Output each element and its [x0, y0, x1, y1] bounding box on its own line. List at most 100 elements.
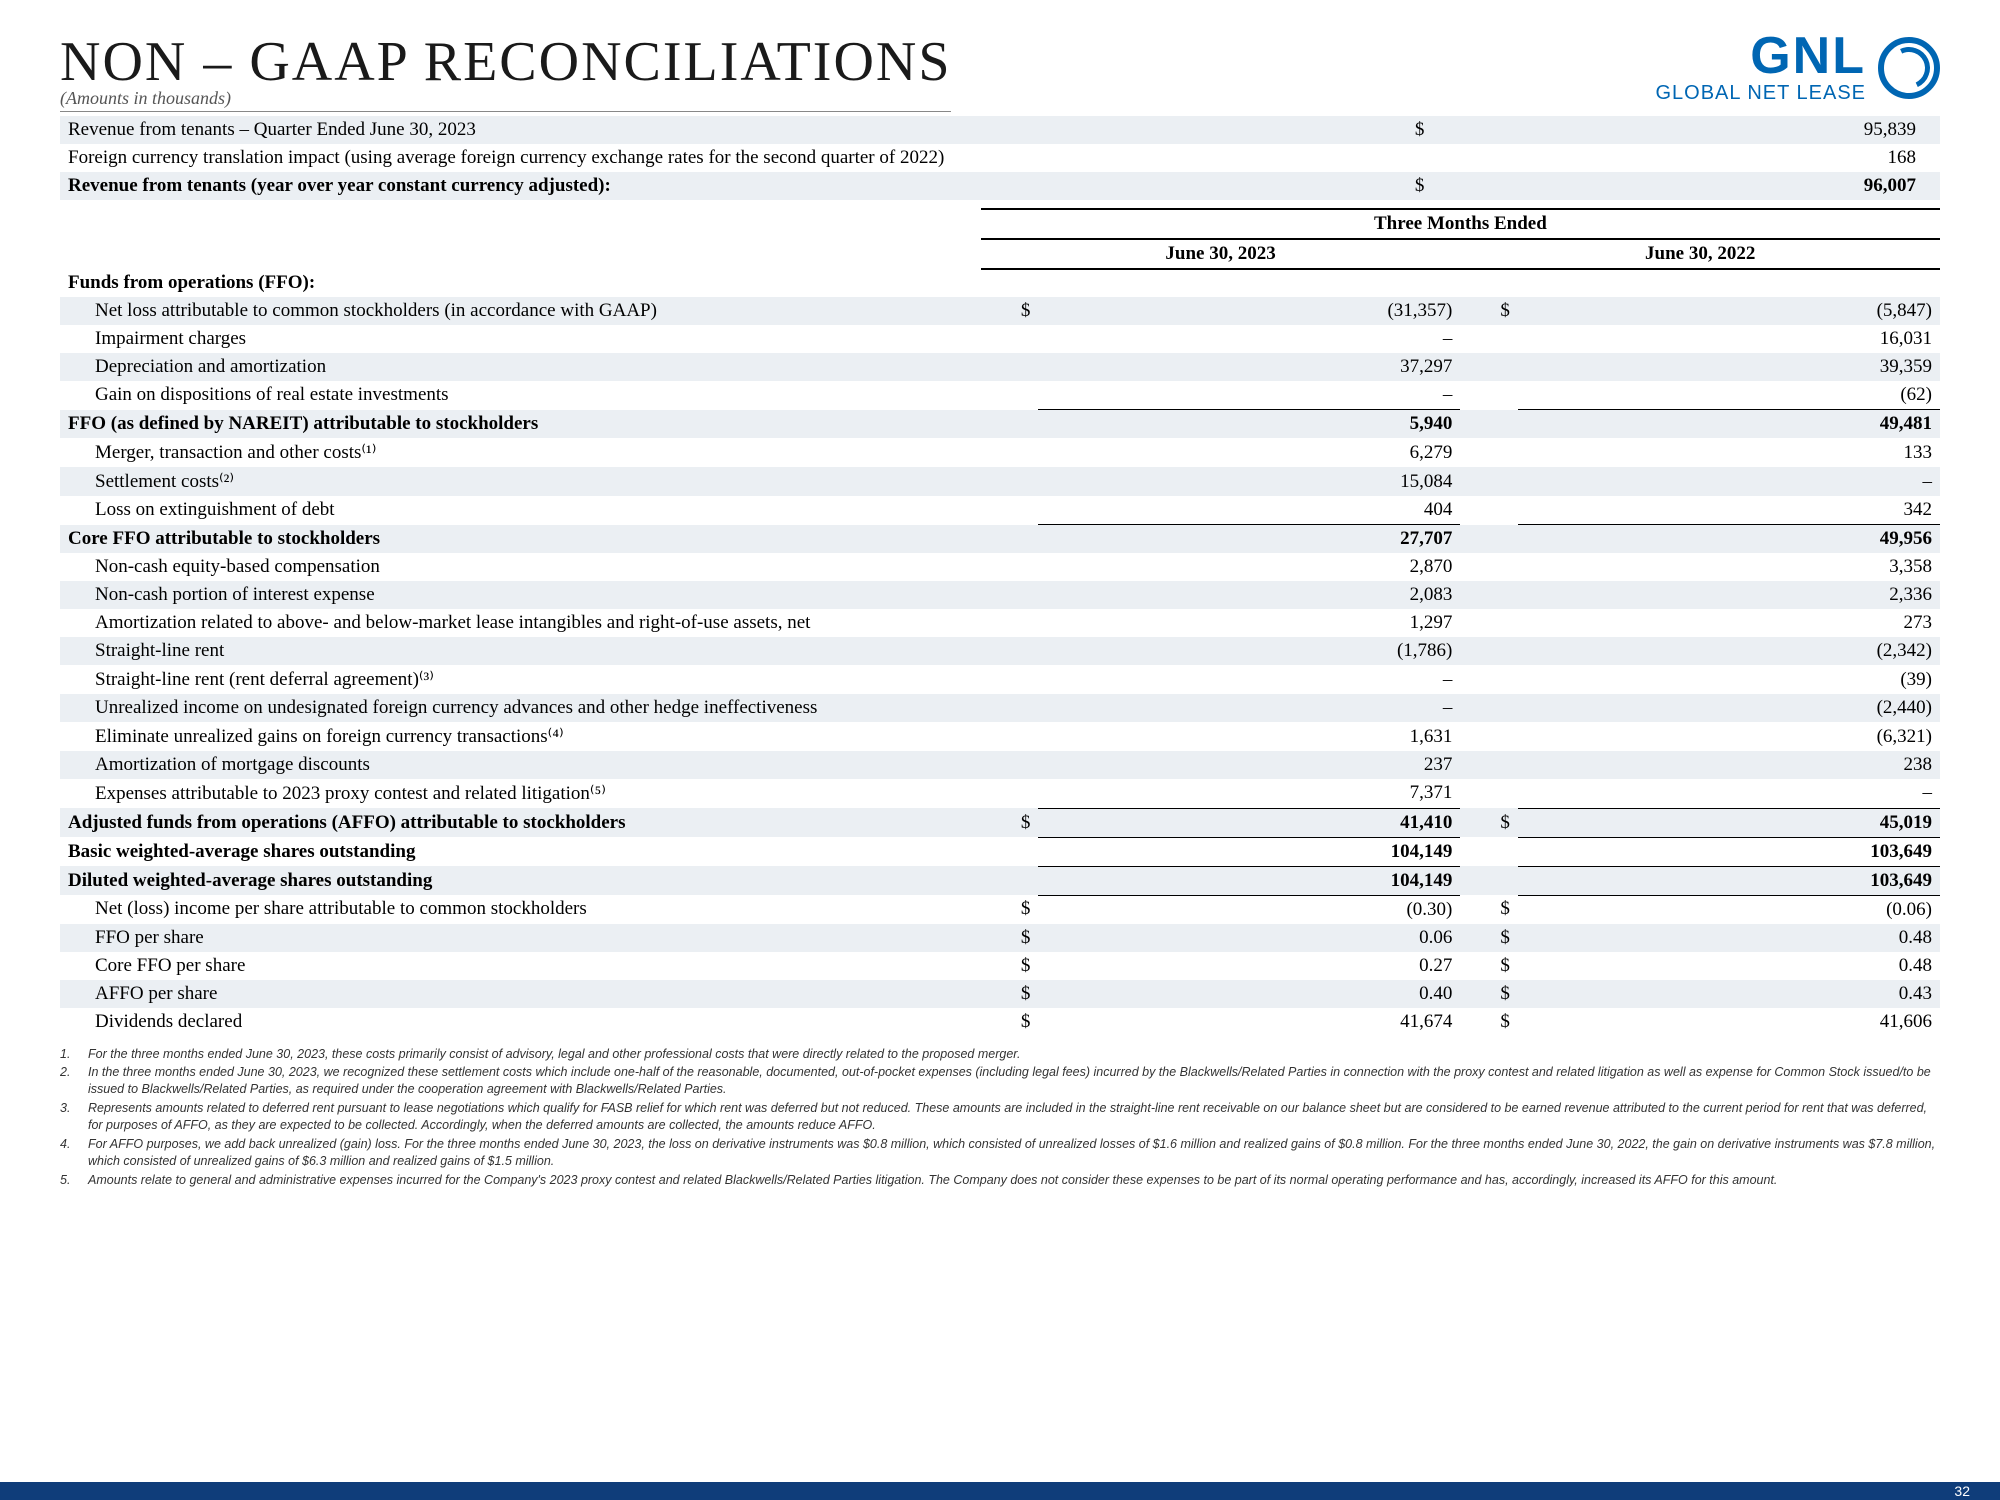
row-label: Impairment charges — [60, 325, 981, 353]
row-label: Core FFO attributable to stockholders — [60, 525, 981, 554]
row-label: FFO (as defined by NAREIT) attributable … — [60, 410, 981, 439]
row-value-2: 342 — [1518, 496, 1940, 525]
row-label: Diluted weighted-average shares outstand… — [60, 866, 981, 895]
col2-date: June 30, 2022 — [1460, 239, 1940, 269]
currency-symbol: $ — [1460, 924, 1518, 952]
currency-symbol — [1460, 381, 1518, 410]
table-row: Amortization of mortgage discounts237238 — [60, 751, 1940, 779]
row-value-2: 103,649 — [1518, 837, 1940, 866]
logo-sub-text: GLOBAL NET LEASE — [1655, 82, 1866, 105]
currency-symbol — [981, 837, 1039, 866]
row-value-2: (5,847) — [1518, 297, 1940, 325]
main-ffo-table: Three Months EndedJune 30, 2023June 30, … — [60, 208, 1940, 1036]
table-row: Non-cash equity-based compensation 2,870 3… — [60, 553, 1940, 581]
row-label: Core FFO per share — [60, 952, 981, 980]
footnote-number: 2. — [60, 1064, 78, 1098]
footnote-number: 5. — [60, 1172, 78, 1189]
row-value-1 — [1038, 269, 1460, 297]
row-value-2: 49,481 — [1518, 410, 1940, 439]
footnote-text: In the three months ended June 30, 2023,… — [88, 1064, 1940, 1098]
row-value-2: 3,358 — [1518, 553, 1940, 581]
row-value-2: (2,342) — [1518, 637, 1940, 665]
footnote-number: 3. — [60, 1100, 78, 1134]
row-value-1: 2,870 — [1038, 553, 1460, 581]
row-label: Depreciation and amortization — [60, 353, 981, 381]
row-value-2: (39) — [1518, 665, 1940, 694]
currency-symbol — [1460, 467, 1518, 496]
footnote-number: 4. — [60, 1136, 78, 1170]
currency-symbol — [1460, 722, 1518, 751]
currency-symbol — [981, 525, 1039, 554]
row-value-1: 237 — [1038, 751, 1460, 779]
currency-symbol — [1460, 637, 1518, 665]
row-label: Amortization related to above- and below… — [60, 609, 981, 637]
table-row: AFFO per share$0.40$0.43 — [60, 980, 1940, 1008]
row-value-2: – — [1518, 467, 1940, 496]
row-value-1: 2,083 — [1038, 581, 1460, 609]
currency-symbol: $ — [1376, 172, 1432, 200]
row-value-2: (6,321) — [1518, 722, 1940, 751]
currency-symbol — [1460, 438, 1518, 467]
currency-symbol: $ — [1460, 297, 1518, 325]
row-label: Loss on extinguishment of debt — [60, 496, 981, 525]
currency-symbol — [981, 381, 1039, 410]
row-label: Revenue from tenants – Quarter Ended Jun… — [60, 116, 1376, 144]
currency-symbol — [981, 722, 1039, 751]
row-value-2: (0.06) — [1518, 895, 1940, 924]
period-header-row: Three Months Ended — [60, 209, 1940, 239]
row-label: Non-cash equity-based compensation — [60, 553, 981, 581]
row-label: Straight-line rent — [60, 637, 981, 665]
currency-symbol — [981, 353, 1039, 381]
currency-symbol: $ — [981, 297, 1039, 325]
row-label: Basic weighted-average shares outstandin… — [60, 837, 981, 866]
row-value-2: – — [1518, 779, 1940, 808]
currency-symbol — [1460, 779, 1518, 808]
footnotes: 1.For the three months ended June 30, 20… — [60, 1046, 1940, 1189]
currency-symbol: $ — [981, 952, 1039, 980]
row-label: Funds from operations (FFO): — [60, 269, 981, 297]
table-row: Depreciation and amortization37,29739,35… — [60, 353, 1940, 381]
currency-symbol — [1460, 525, 1518, 554]
table-row: Foreign currency translation impact (usi… — [60, 144, 1940, 172]
row-value-1: 0.06 — [1038, 924, 1460, 952]
row-value-1: 41,674 — [1038, 1008, 1460, 1036]
table-row: Net loss attributable to common stockhol… — [60, 297, 1940, 325]
currency-symbol — [981, 694, 1039, 722]
row-value-1: 1,297 — [1038, 609, 1460, 637]
currency-symbol — [1460, 496, 1518, 525]
currency-symbol: $ — [1460, 952, 1518, 980]
currency-symbol — [1460, 751, 1518, 779]
footnote: 1.For the three months ended June 30, 20… — [60, 1046, 1940, 1063]
row-value-2: 0.48 — [1518, 924, 1940, 952]
row-value-1: – — [1038, 325, 1460, 353]
currency-symbol: $ — [981, 808, 1039, 837]
currency-symbol — [981, 410, 1039, 439]
table-row: Expenses attributable to 2023 proxy cont… — [60, 779, 1940, 808]
row-value-2: 133 — [1518, 438, 1940, 467]
currency-symbol: $ — [1460, 980, 1518, 1008]
row-value-1: 37,297 — [1038, 353, 1460, 381]
footnote: 5.Amounts relate to general and administ… — [60, 1172, 1940, 1189]
currency-symbol — [1460, 410, 1518, 439]
table-row: Core FFO per share$0.27$0.48 — [60, 952, 1940, 980]
currency-symbol: $ — [981, 980, 1039, 1008]
row-value-1: 27,707 — [1038, 525, 1460, 554]
row-label: FFO per share — [60, 924, 981, 952]
table-row: Revenue from tenants (year over year con… — [60, 172, 1940, 200]
footnote-text: Represents amounts related to deferred r… — [88, 1100, 1940, 1134]
currency-symbol — [981, 325, 1039, 353]
currency-symbol — [1460, 665, 1518, 694]
table-row: Non-cash portion of interest expense2,08… — [60, 581, 1940, 609]
row-label: Net loss attributable to common stockhol… — [60, 297, 981, 325]
row-label: Gain on dispositions of real estate inve… — [60, 381, 981, 410]
row-value-1: 104,149 — [1038, 866, 1460, 895]
row-label: Foreign currency translation impact (usi… — [60, 144, 1376, 172]
row-label: Settlement costs⁽²⁾ — [60, 467, 981, 496]
row-value-2: 45,019 — [1518, 808, 1940, 837]
currency-symbol — [1376, 144, 1432, 172]
table-row: Straight-line rent (rent deferral agreem… — [60, 665, 1940, 694]
table-row: Merger, transaction and other costs⁽¹⁾6,… — [60, 438, 1940, 467]
table-row: Core FFO attributable to stockholders 27,… — [60, 525, 1940, 554]
row-value-1: – — [1038, 665, 1460, 694]
row-value: 168 — [1432, 144, 1940, 172]
